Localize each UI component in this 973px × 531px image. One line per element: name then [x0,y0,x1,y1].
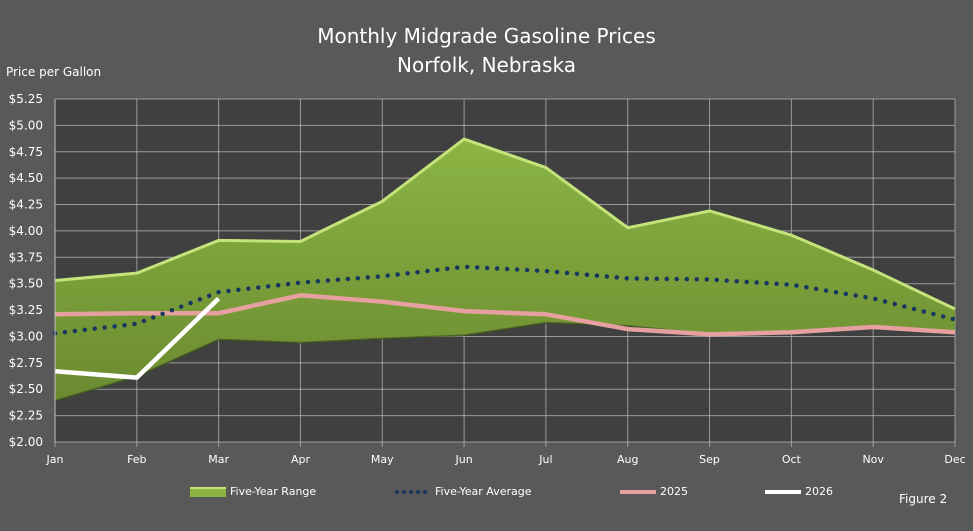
legend-item-2025: 2025 [620,485,688,498]
x-tick-label: Jan [46,453,64,466]
y-tick-label: $4.00 [9,224,43,238]
y-tick-label: $3.50 [9,277,43,291]
legend-item-2026: 2026 [765,485,833,498]
x-tick-label: Nov [862,453,884,466]
five-year-range-area [55,139,955,401]
y-tick-label: $4.25 [9,198,43,212]
x-tick-label: Oct [782,453,802,466]
legend-swatch-2025 [620,489,656,494]
y-tick-label: $4.75 [9,145,43,159]
five-year-range-max-edge [54,137,956,311]
y-tick-label: $3.00 [9,329,43,343]
x-tick-label: Mar [208,453,229,466]
chart-title: Monthly Midgrade Gasoline Prices [317,24,656,48]
legend-label: Five-Year Range [230,485,317,498]
legend-item-average: Five-Year Average [395,485,531,498]
y-tick-label: $2.75 [9,356,43,370]
legend-swatch-range [190,486,226,497]
x-tick-label: Dec [944,453,965,466]
x-tick-label: Apr [291,453,311,466]
y-tick-label: $5.25 [9,92,43,106]
chart-subtitle: Norfolk, Nebraska [397,53,576,77]
x-tick-label: Jul [538,453,552,466]
series-line-five-year-average [52,264,958,336]
y-axis-label: Price per Gallon [6,65,102,79]
legend-label: 2025 [660,485,688,498]
y-tick-label: $3.25 [9,303,43,317]
legend-swatch-2026 [765,489,801,494]
y-tick-label: $5.00 [9,118,43,132]
x-tick-label: Jun [454,453,472,466]
legend-label: Five-Year Average [435,485,532,498]
x-tick-label: Aug [617,453,638,466]
x-tick-label: Feb [127,453,146,466]
legend-item-range: Five-Year Range [190,485,316,498]
x-tick-label: May [371,453,394,466]
y-tick-label: $2.50 [9,382,43,396]
series-line-2026 [54,296,221,380]
figure-label: Figure 2 [899,492,948,506]
y-tick-label: $3.75 [9,250,43,264]
y-tick-label: $2.25 [9,409,43,423]
y-tick-label: $2.00 [9,435,43,449]
legend-label: 2026 [805,485,833,498]
x-tick-label: Sep [699,453,720,466]
y-tick-label: $4.50 [9,171,43,185]
